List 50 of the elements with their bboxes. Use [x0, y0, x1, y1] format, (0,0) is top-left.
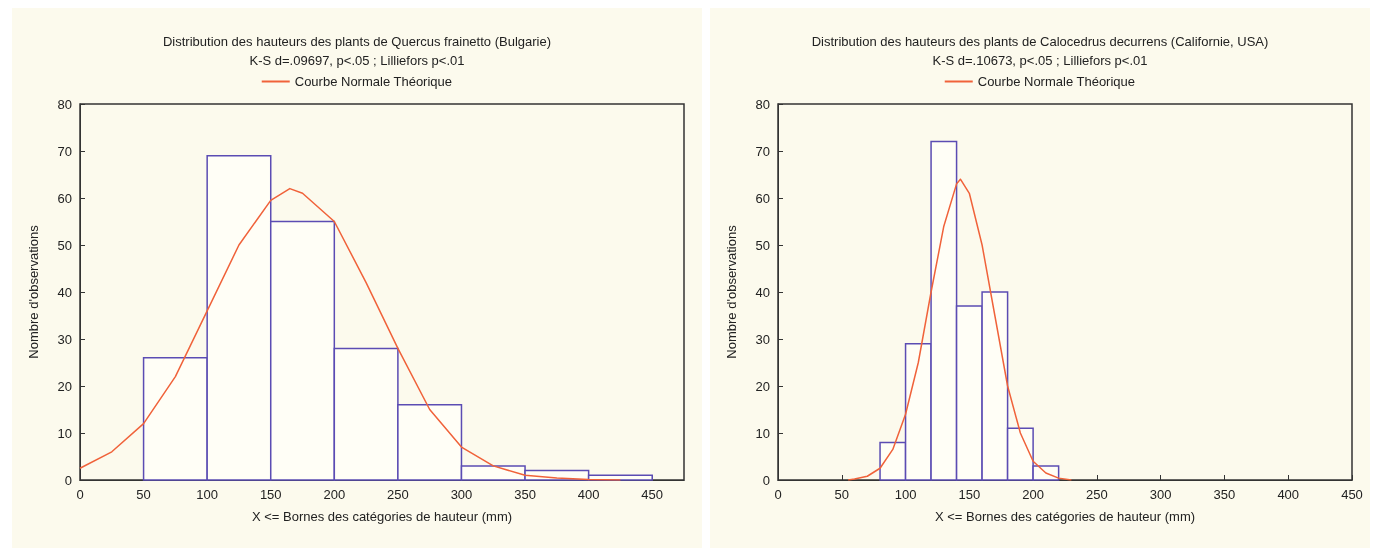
y-tick-label: 10	[755, 425, 770, 441]
y-tick-label: 20	[57, 378, 72, 394]
chart-subtitle: K-S d=.09697, p<.05 ; Lilliefors p<.01	[249, 53, 465, 68]
y-tick-label: 50	[57, 237, 72, 253]
y-tick-label: 30	[57, 331, 72, 347]
y-tick-label: 70	[755, 143, 770, 159]
y-tick-label: 60	[755, 190, 770, 206]
y-tick-label: 0	[762, 472, 770, 488]
chart-title: Distribution des hauteurs des plants de Quercus frainetto (Bulgarie)	[162, 34, 552, 49]
x-tick-label: 200	[323, 487, 346, 502]
y-tick-label: 40	[755, 284, 770, 300]
x-tick-label: 350	[1213, 487, 1236, 502]
line-series	[79, 187, 622, 481]
chart-title: Distribution des hauteurs des plants de Calocedrus decurrens (Californie, USA)	[811, 34, 1269, 49]
x-tick-label: 300	[1149, 487, 1172, 502]
x-axis-title: X <= Bornes des catégories de hauteur (mm)	[251, 509, 513, 524]
y-tick-label: 40	[57, 284, 72, 300]
x-tick-label: 300	[450, 487, 473, 502]
x-tick-label: 400	[577, 487, 600, 502]
chart-subtitle: K-S d=.10673, p<.05 ; Lilliefors p<.01	[932, 53, 1148, 68]
line-series	[847, 178, 1073, 481]
x-tick-label: 200	[1022, 487, 1044, 502]
y-tick-label: 80	[57, 96, 72, 112]
y-axis-title: Nombre d'observations	[26, 224, 41, 359]
y-tick-label: 70	[57, 143, 72, 159]
x-tick-label: 350	[514, 487, 536, 502]
x-axis-title: X <= Bornes des catégories de hauteur (mm)	[934, 509, 1196, 524]
x-tick-label: 0	[774, 487, 782, 502]
x-tick-label: 150	[958, 487, 981, 502]
x-tick-label: 100	[894, 487, 917, 502]
x-tick-label: 150	[259, 487, 282, 502]
x-tick-label: 50	[136, 487, 151, 502]
y-tick-label: 0	[64, 472, 72, 488]
x-tick-label: 250	[1086, 487, 1108, 502]
y-tick-label: 10	[57, 425, 72, 441]
x-tick-label: 400	[1277, 487, 1300, 502]
x-tick-label: 450	[1341, 487, 1363, 502]
x-tick-label: 450	[641, 487, 664, 502]
legend-label: Courbe Normale Théorique	[294, 74, 453, 89]
x-tick-label: 250	[387, 487, 409, 502]
y-tick-label: 60	[57, 190, 72, 206]
y-tick-label: 30	[755, 331, 770, 347]
x-tick-label: 100	[196, 487, 219, 502]
x-tick-label: 50	[834, 487, 850, 502]
legend-label: Courbe Normale Théorique	[977, 74, 1136, 89]
y-tick-label: 20	[755, 378, 770, 394]
y-tick-label: 50	[755, 237, 770, 253]
x-tick-label: 0	[76, 487, 84, 502]
y-axis-title: Nombre d'observations	[724, 224, 739, 359]
y-tick-label: 80	[755, 96, 770, 112]
